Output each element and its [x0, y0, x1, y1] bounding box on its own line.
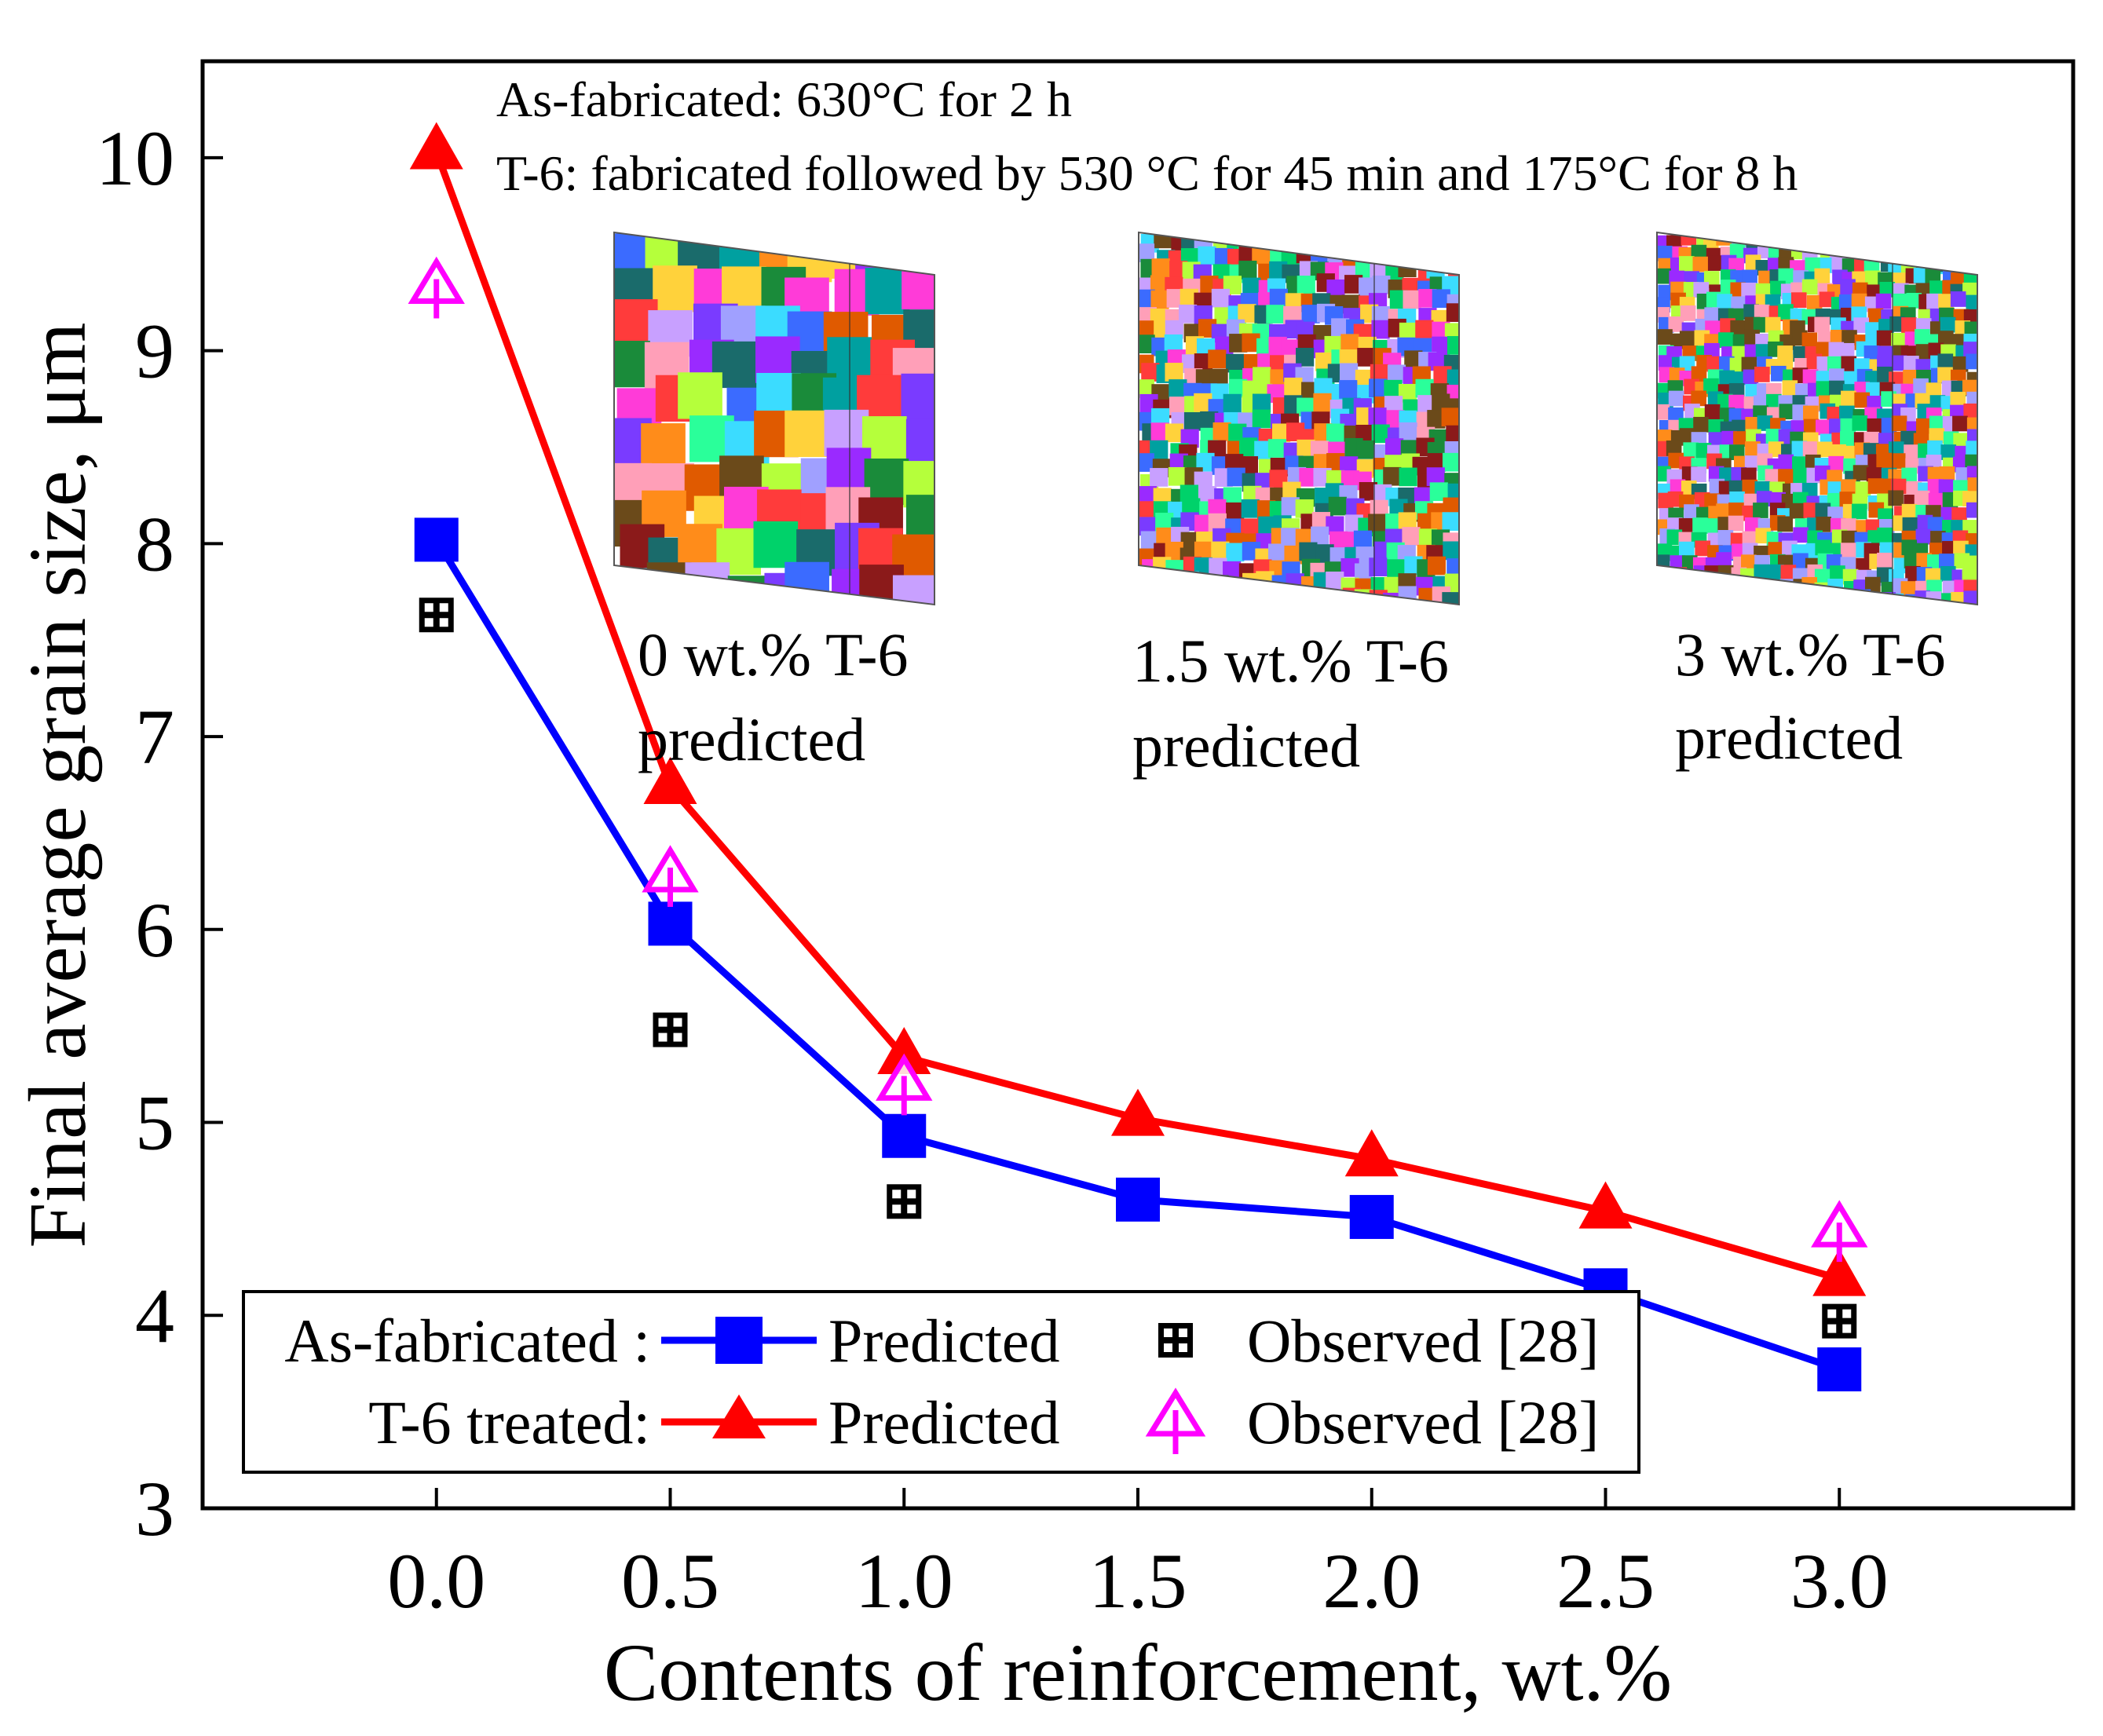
- point-s0-x3: [1817, 1347, 1862, 1392]
- point-s0-x0: [414, 517, 459, 562]
- legend-label-t6-predicted: Predicted: [828, 1388, 1060, 1456]
- y-tick-label-9: 9: [135, 308, 174, 395]
- y-tick-label-5: 5: [135, 1080, 174, 1167]
- y-tick-label-3: 3: [135, 1465, 174, 1552]
- legend-label-t6-observed: Observed [28]: [1247, 1388, 1599, 1456]
- legend-label-as-fabricated-predicted: Predicted: [828, 1307, 1060, 1375]
- grain-inset-1: [1139, 232, 1459, 605]
- point-s2-x2: [1344, 1129, 1399, 1177]
- x-tick-label-3.0: 3.0: [1790, 1537, 1889, 1625]
- point-s0-x1: [882, 1113, 927, 1158]
- series-markers: [408, 122, 1868, 1392]
- annotation-t6: T-6: fabricated followed by 530 °C for 4…: [496, 145, 1798, 201]
- x-tick-label-2.0: 2.0: [1322, 1537, 1421, 1625]
- legend-box: [242, 1290, 1640, 1474]
- point-s0-x2: [1349, 1194, 1394, 1239]
- legend-marker-as-fabricated-predicted: [715, 1317, 763, 1364]
- inset-label-3wt: 3 wt.% T-6: [1675, 620, 1946, 689]
- grain-inset-2: [1657, 232, 1977, 605]
- y-tick-label-8: 8: [135, 500, 174, 587]
- legend-marker-as-fabricated-observed: [1158, 1323, 1193, 1358]
- y-tick-label-4: 4: [135, 1272, 174, 1359]
- point-s2-x0.5: [643, 756, 697, 804]
- x-tick-label-0.5: 0.5: [621, 1537, 719, 1625]
- x-tick-label-0.0: 0.0: [387, 1537, 485, 1625]
- grain-inset-0: [614, 232, 934, 605]
- x-tick-label-1.0: 1.0: [855, 1537, 953, 1625]
- point-s3-x1: [876, 1053, 933, 1116]
- legend-marker-t6-predicted: [712, 1394, 766, 1438]
- legend-row-t6: T-6 treated:: [368, 1388, 650, 1456]
- x-axis-title: Contents of reinforcement, wt.%: [604, 1628, 1672, 1718]
- y-tick-label-7: 7: [135, 693, 174, 780]
- y-tick-label-6: 6: [135, 886, 174, 974]
- point-s1-x1: [887, 1184, 922, 1219]
- point-s2-x1.5: [1111, 1088, 1165, 1136]
- legend-marker-t6-observed: [1145, 1387, 1206, 1454]
- point-s2-x1: [877, 1026, 931, 1074]
- point-s1-x0: [419, 598, 454, 633]
- inset-label-0wt: 0 wt.% T-6: [638, 620, 909, 689]
- x-tick-label-1.5: 1.5: [1089, 1537, 1187, 1625]
- legend: As-fabricated : T-6 treated: Predicted P…: [242, 1290, 1640, 1474]
- point-s3-x0.5: [642, 845, 699, 907]
- point-s0-x1.5: [1116, 1177, 1160, 1222]
- y-axis-title: Final average grain size, μm: [13, 322, 103, 1248]
- inset-sublabel-1p5wt: predicted: [1132, 711, 1360, 780]
- point-s2-x3: [1812, 1248, 1867, 1296]
- point-s0-x0.5: [648, 901, 693, 946]
- legend-label-as-fabricated-observed: Observed [28]: [1247, 1307, 1599, 1375]
- point-s2-x2.5: [1578, 1181, 1633, 1229]
- annotation-as-fabricated: As-fabricated: 630°C for 2 h: [496, 71, 1072, 127]
- point-s1-x3: [1822, 1303, 1857, 1339]
- point-s2-x0: [409, 122, 463, 170]
- x-tick-label-2.5: 2.5: [1556, 1537, 1655, 1625]
- point-s3-x0: [408, 256, 465, 319]
- microstructure-insets: [613, 231, 1978, 606]
- inset-label-1p5wt: 1.5 wt.% T-6: [1132, 627, 1449, 695]
- y-tick-label-10: 10: [96, 115, 174, 202]
- point-s1-x0.5: [653, 1012, 688, 1047]
- inset-sublabel-3wt: predicted: [1675, 704, 1903, 772]
- axes: 0.0 0.5 1.0 1.5 2.0 2.5 3.0 3 4 5 6 7 8 9 10: [96, 59, 2076, 1625]
- inset-sublabel-0wt: predicted: [638, 705, 865, 773]
- legend-row-as-fabricated: As-fabricated :: [284, 1307, 650, 1375]
- point-s3-x3: [1811, 1200, 1868, 1263]
